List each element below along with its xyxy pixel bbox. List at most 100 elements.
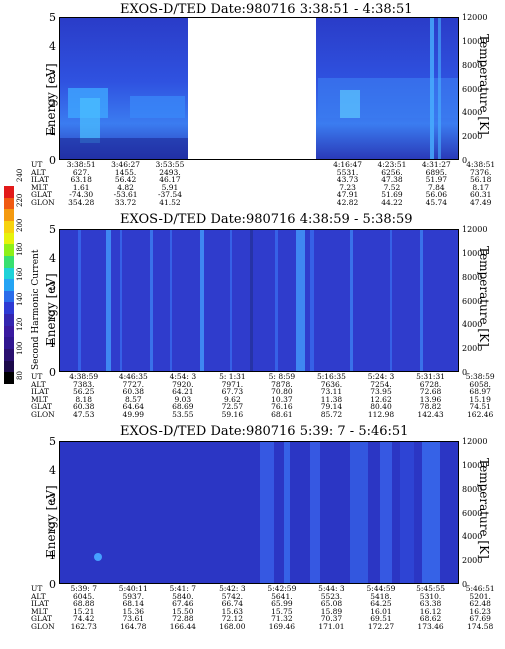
ephemeris-cell: 63.38 — [419, 599, 442, 609]
ephemeris-cell: 76.16 — [271, 402, 293, 412]
ephemeris-cell: 15.50 — [172, 606, 194, 616]
ephemeris-row-label: UT — [31, 160, 43, 169]
ephemeris-cell: 6895. — [425, 167, 448, 177]
ephemeris-cell: 7376. — [469, 167, 492, 177]
panel-2-temp-label: Temperature [K] — [477, 246, 491, 347]
spectrogram-stripe — [275, 230, 278, 371]
ephemeris-cell: 73.11 — [320, 387, 343, 397]
ephemeris-cell: -74.30 — [69, 190, 94, 200]
ephemeris-cell: 5:39: 7 — [70, 584, 97, 593]
axis-tick-label: 5 — [49, 223, 56, 236]
ephemeris-cell: 173.46 — [417, 621, 444, 631]
colorbar-segment — [4, 349, 14, 362]
spectrogram-background — [60, 230, 458, 371]
ephemeris-cell: 3:38:51 — [66, 160, 96, 169]
ephemeris-row-label: GLON — [31, 197, 55, 207]
ephemeris-cell: 5310. — [419, 591, 442, 601]
ephemeris-row-label: GLAT — [31, 402, 52, 412]
spectrogram-band — [350, 442, 368, 583]
ephemeris-cell: 43.73 — [336, 175, 359, 185]
axis-tick-label: 12000 — [462, 437, 488, 446]
ephemeris-cell: 4:54: 3 — [169, 372, 197, 381]
ephemeris-cell: 71.32 — [271, 614, 293, 624]
spectrogram-background — [60, 442, 458, 583]
ephemeris-cell: 166.44 — [169, 621, 196, 631]
spectrogram-band — [310, 442, 320, 583]
ephemeris-cell — [281, 169, 325, 177]
spectrogram-stripe — [296, 230, 305, 371]
ephemeris-cell: 78.82 — [419, 402, 442, 412]
ephemeris-cell: 66.74 — [221, 599, 244, 609]
ephemeris-cell — [192, 184, 236, 192]
ephemeris-cell: 65.99 — [271, 599, 293, 609]
spectrogram-stripe — [106, 230, 111, 371]
colorbar-segment — [4, 360, 14, 373]
ephemeris-row: GLAT -74.30 -53.61 -37.54 47.91 51.69 56.06 60.… — [31, 191, 503, 199]
ephemeris-cell: 5:46:51 — [465, 584, 495, 593]
ephemeris-table: UT 5:39: 7 5:40:11 5:41: 7 5:42: 3 5:42:59 5:4… — [31, 585, 505, 631]
colorbar-segment — [4, 337, 14, 350]
ephemeris-cell: 4:23:51 — [377, 160, 407, 169]
ephemeris-cell: 70.80 — [271, 387, 293, 397]
panel-1-temp-ticks: 12000 10000 8000 6000 4000 2000 0 — [462, 12, 494, 166]
spectrogram-stripe — [310, 230, 314, 371]
ephemeris-cell — [237, 184, 281, 192]
ephemeris-cell: 4:16:47 — [333, 160, 362, 169]
axis-tick-label: 4 — [49, 39, 56, 53]
ephemeris-table: UT 4:38:59 4:46:35 4:54: 3 5: 1:31 5: 8:59 5:1… — [31, 373, 505, 419]
spectrogram-stripe — [150, 230, 153, 371]
ephemeris-cell: 68.97 — [469, 387, 491, 397]
axis-tick-label: 4 — [49, 463, 56, 477]
ephemeris-row: UT 4:38:59 4:46:35 4:54: 3 5: 1:31 5: 8:59 5:1… — [31, 373, 505, 381]
ephemeris-cell: 7.52 — [383, 182, 401, 192]
ephemeris-cell: 5418. — [370, 591, 392, 601]
ephemeris-cell: 68.69 — [172, 402, 194, 412]
ephemeris-cell: 172.27 — [367, 621, 395, 631]
axis-tick-label: 1 — [49, 549, 56, 563]
panel-2-plot — [59, 229, 459, 372]
ephemeris-row: GLON 354.28 33.72 41.52 42.82 44.22 45.74 47.49 — [31, 199, 503, 207]
colorbar-segment — [4, 314, 14, 327]
ephemeris-cell: 15.19 — [469, 394, 491, 404]
ephemeris-cell: 627. — [72, 167, 90, 177]
ephemeris-cell: 46.17 — [159, 175, 181, 185]
ephemeris-row: MLT 1.61 4.82 5.91 7.23 7.52 7.84 8.17 — [31, 184, 503, 192]
ephemeris-cell: 16.23 — [469, 606, 491, 616]
axis-tick-label: 0 — [49, 578, 56, 591]
colorbar — [4, 186, 14, 385]
ephemeris-cell: 44.22 — [381, 197, 403, 207]
axis-tick-label: 2 — [49, 96, 56, 110]
panel-1-ephemeris: UT 3:38:51 3:46:27 3:53:55 4:16:47 4:23:51 4:3… — [31, 161, 503, 207]
panel-2-title: EXOS-D/TED Date:980716 4:38:59 - 5:38:59 — [120, 212, 413, 227]
ephemeris-cell: 5:42: 3 — [219, 584, 246, 593]
axis-tick-label: 4 — [49, 251, 56, 265]
spectrogram-band — [400, 442, 414, 583]
panel-1-plot — [59, 17, 459, 160]
ephemeris-cell: 6058. — [469, 379, 491, 389]
ephemeris-cell — [281, 184, 325, 192]
ephemeris-cell: 7383. — [72, 379, 95, 389]
ephemeris-cell: 13.96 — [419, 394, 442, 404]
ephemeris-row: GLAT 74.42 73.61 72.88 72.12 71.32 70.37 69.51 6… — [31, 615, 505, 623]
ephemeris-cell: 7.84 — [427, 182, 445, 192]
colorbar-tick: 220 — [16, 193, 24, 207]
ephemeris-cell: 45.74 — [425, 197, 448, 207]
axis-tick-label: 2000 — [462, 344, 483, 354]
ephemeris-cell: 5: 8:59 — [268, 372, 296, 381]
panel-2-ephemeris: UT 4:38:59 4:46:35 4:54: 3 5: 1:31 5: 8:59 5:1… — [31, 373, 505, 419]
axis-tick-label: 0 — [49, 154, 56, 167]
ephemeris-cell: -53.61 — [113, 190, 138, 200]
ephemeris-cell: 42.82 — [336, 197, 359, 207]
ephemeris-row-label: MLT — [31, 182, 49, 192]
colorbar-tick: 240 — [16, 168, 24, 182]
colorbar-tick: 160 — [16, 267, 24, 281]
ephemeris-cell: 85.72 — [320, 409, 343, 419]
ephemeris-cell: 68.14 — [122, 599, 144, 609]
panel-3-energy-ticks: 5 4 3 2 1 0 — [42, 436, 56, 590]
ephemeris-cell: 168.00 — [219, 621, 246, 631]
spectrogram-band — [260, 442, 274, 583]
ephemeris-row: ILAT 63.18 56.42 46.17 43.73 47.38 51.97 56.18 — [31, 176, 503, 184]
ephemeris-row-label: ILAT — [31, 387, 49, 397]
ephemeris-cell: 15.21 — [72, 606, 95, 616]
ephemeris-cell: 72.12 — [221, 614, 244, 624]
